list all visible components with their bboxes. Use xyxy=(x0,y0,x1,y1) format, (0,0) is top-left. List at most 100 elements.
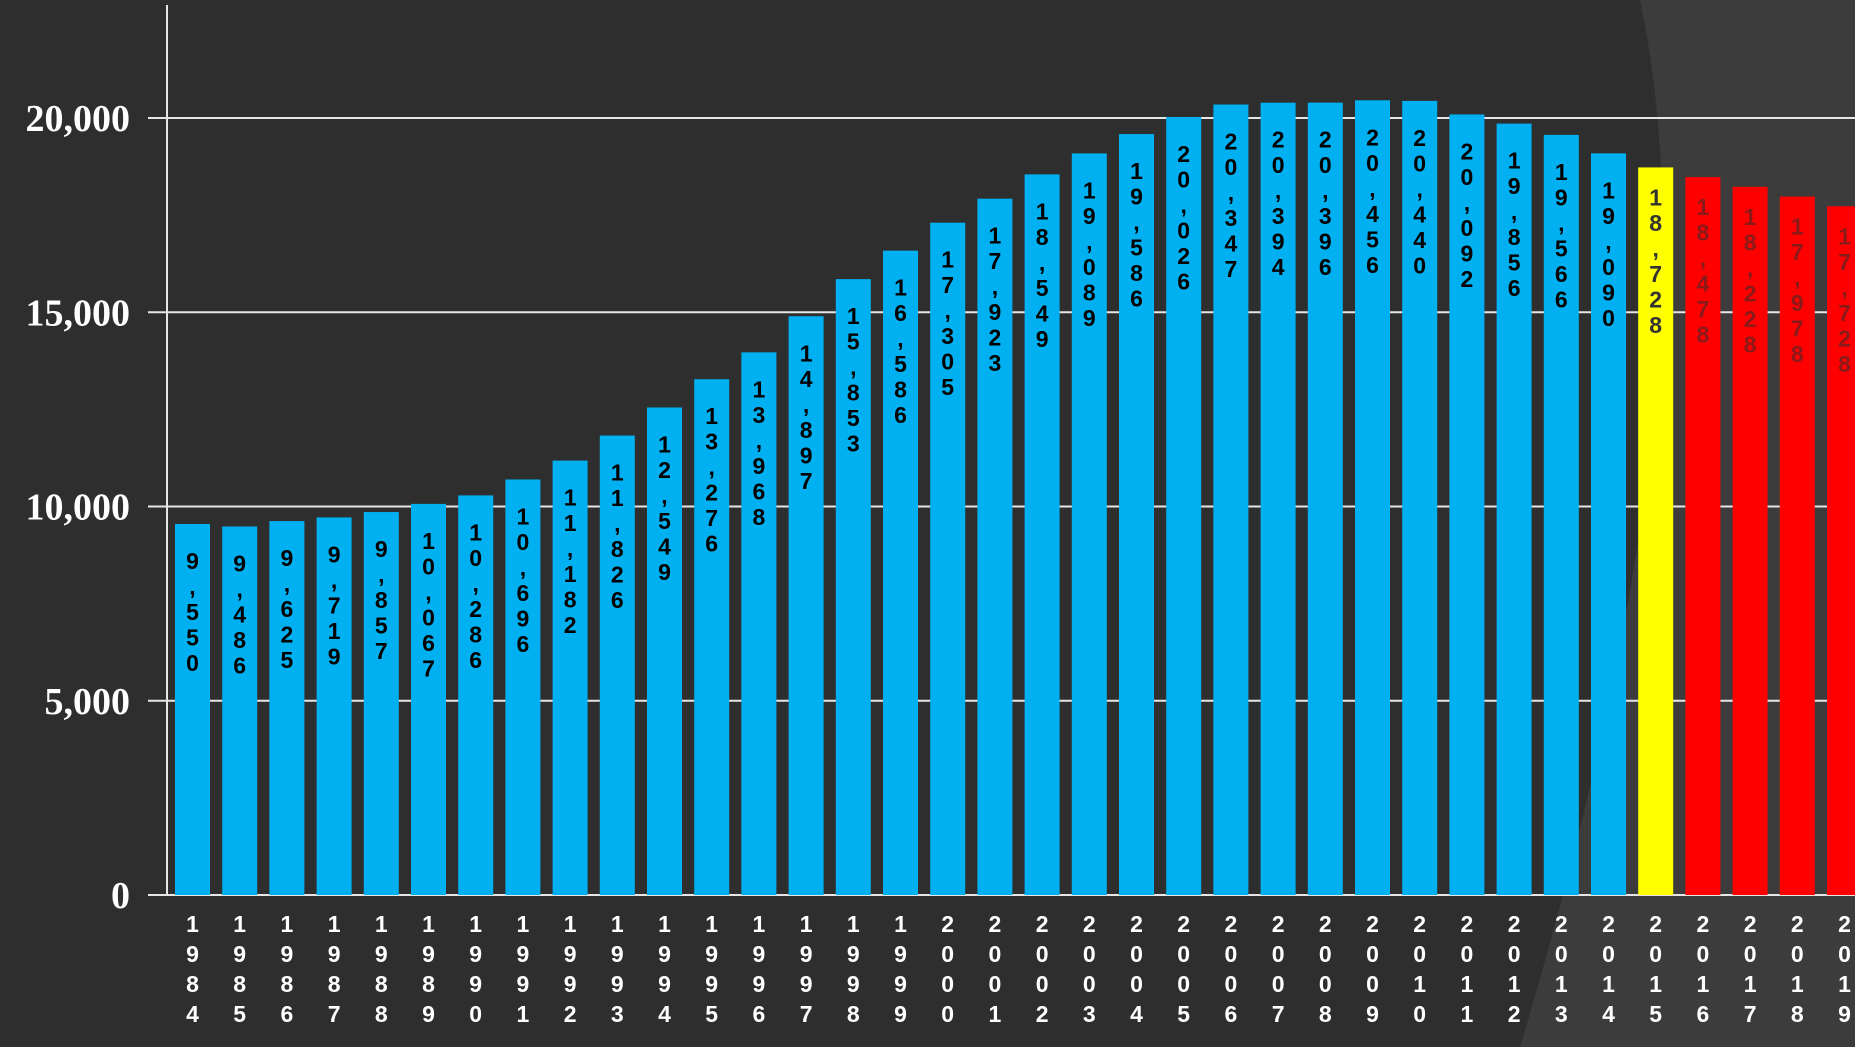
bar-1994 xyxy=(647,407,682,895)
bar-2006 xyxy=(1213,104,1249,896)
bar-2001 xyxy=(977,198,1013,895)
bar-2005 xyxy=(1166,116,1202,896)
bar-2003 xyxy=(1071,153,1107,896)
bar-1988 xyxy=(363,512,399,895)
bar-2009 xyxy=(1355,100,1390,895)
x-axis-tick-labels: 1 9 8 4 1 9 8 5 1 9 8 6 1 9 8 7 1 9 8 8 1 9 8 9 1 9 9 0 1 9 9 1 1 9 9 2 1 9 9 3… xyxy=(186,911,1851,1027)
bar-2010 xyxy=(1402,100,1438,895)
bar-2017 xyxy=(1732,186,1768,896)
bar-2000 xyxy=(930,222,966,895)
bar-2012 xyxy=(1496,123,1532,895)
y-tick-label: 0 xyxy=(111,875,130,917)
bar-2013 xyxy=(1543,134,1579,895)
bar-2004 xyxy=(1119,134,1154,896)
bar-1989 xyxy=(411,503,446,895)
y-tick-label: 15,000 xyxy=(26,292,131,334)
bar-2015 xyxy=(1638,167,1674,895)
bar-1991 xyxy=(505,479,541,895)
y-tick-label: 20,000 xyxy=(26,98,131,140)
y-axis-tick-labels: 0 5,000 10,000 15,000 20,000 xyxy=(26,98,131,917)
y-tick-label: 5,000 xyxy=(45,681,131,723)
bar-2008 xyxy=(1307,102,1343,895)
bar-1993 xyxy=(599,435,635,895)
bars xyxy=(175,100,1855,896)
bar-1987 xyxy=(316,517,352,895)
bar-2016 xyxy=(1685,177,1721,895)
bar-1995 xyxy=(694,379,730,895)
bar-1990 xyxy=(458,495,494,895)
bar-2019 xyxy=(1827,206,1855,895)
bar-2011 xyxy=(1449,114,1485,896)
bar-1996 xyxy=(741,352,777,895)
bar-2002 xyxy=(1024,174,1060,896)
bar-1984 xyxy=(175,523,210,895)
bar-1999 xyxy=(883,250,918,895)
bar-1986 xyxy=(269,521,305,895)
bar-1998 xyxy=(835,279,871,895)
bar-1997 xyxy=(788,316,824,895)
